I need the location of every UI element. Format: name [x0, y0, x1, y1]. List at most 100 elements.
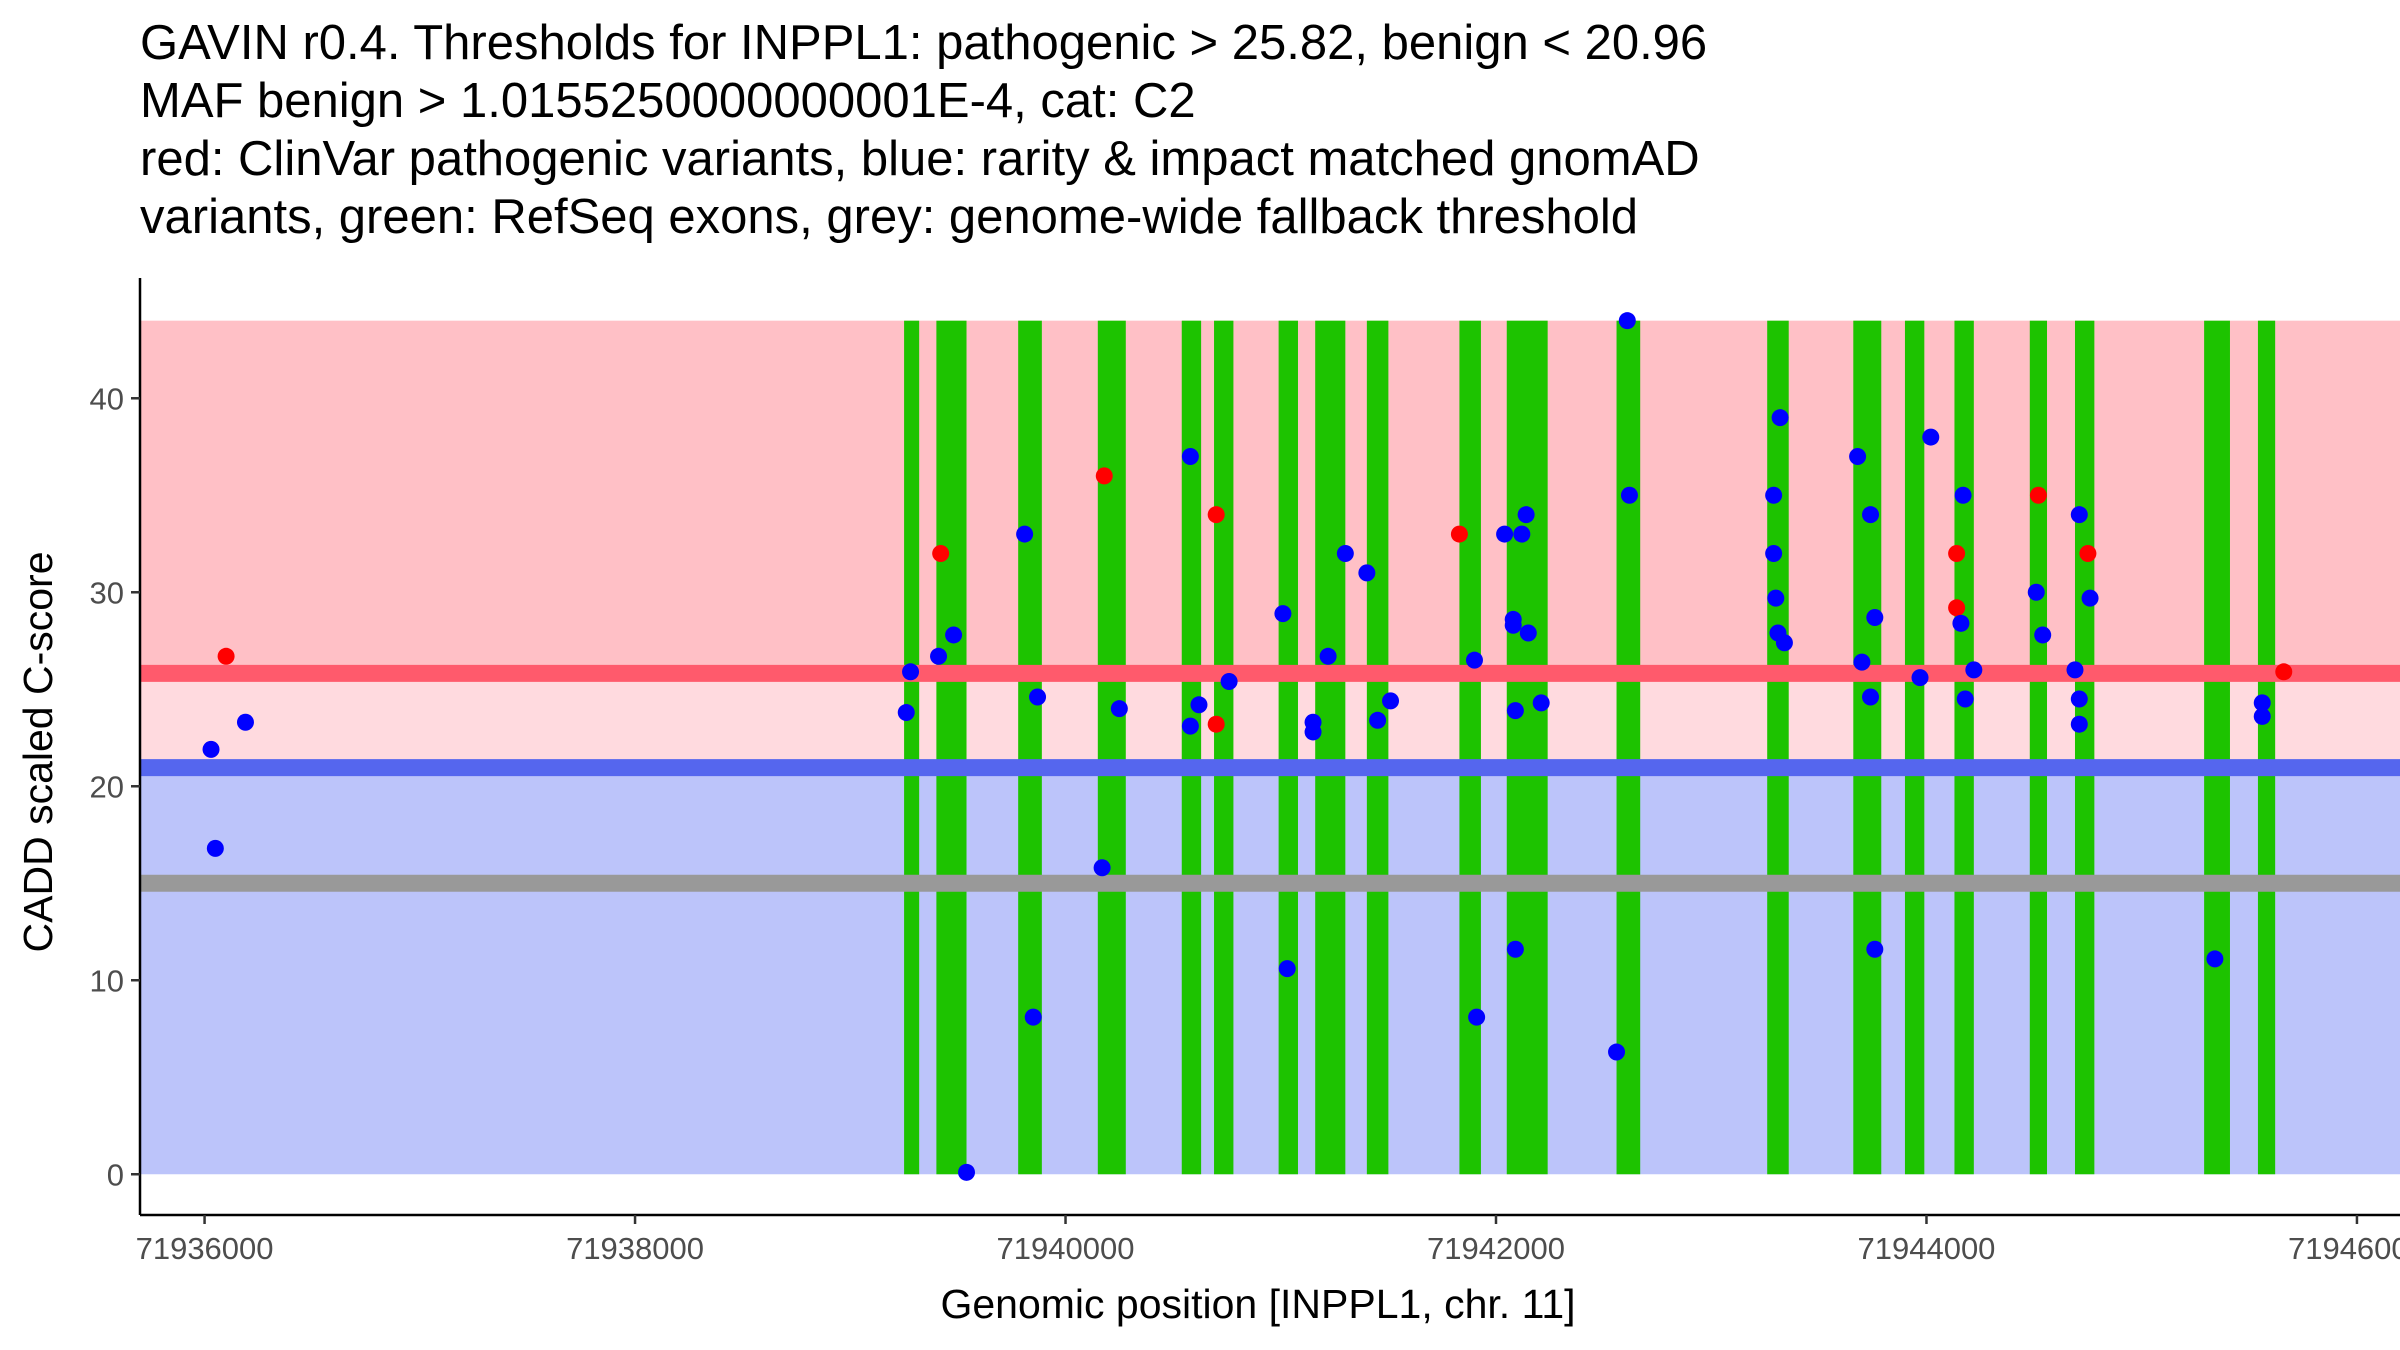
- clinvar-point: [1207, 506, 1225, 524]
- gnomad-point: [1274, 605, 1292, 623]
- gnomad-point: [1853, 653, 1871, 671]
- exon-bar: [1616, 320, 1641, 1175]
- gnomad-point: [958, 1163, 976, 1181]
- gnomad-point: [1862, 688, 1880, 706]
- gnomad-point: [1496, 525, 1514, 543]
- clinvar-point: [2079, 544, 2097, 562]
- y-axis-label: CADD scaled C-score: [15, 552, 61, 953]
- gnomad-point: [1336, 544, 1354, 562]
- x-axis-label: Genomic position [INPPL1, chr. 11]: [940, 1281, 1575, 1327]
- clinvar-point: [2029, 486, 2047, 504]
- gnomad-point: [2066, 661, 2084, 679]
- exon-bar: [1506, 320, 1548, 1175]
- gnomad-point: [1382, 692, 1400, 710]
- gnomad-point: [2070, 690, 2088, 708]
- x-tick-label: 71946000: [2288, 1231, 2400, 1266]
- gnomad-point: [1190, 696, 1208, 714]
- gnomad-point: [1468, 1008, 1486, 1026]
- variant-points: [202, 312, 2293, 1181]
- threshold-bands: [140, 320, 2400, 1175]
- exon-bars: [904, 320, 2276, 1175]
- x-axis-ticks: 71936000 71938000 71940000 71942000 71944000…: [136, 1215, 2400, 1266]
- x-tick-label: 71938000: [566, 1231, 704, 1266]
- chart-title-line: GAVIN r0.4. Thresholds for INPPL1: patho…: [140, 16, 1708, 70]
- gnomad-point: [1765, 544, 1783, 562]
- clinvar-point: [1948, 599, 1966, 617]
- exon-bar: [1954, 320, 1974, 1175]
- gnomad-point: [1767, 589, 1785, 607]
- y-tick-label: 40: [90, 381, 124, 416]
- gnomad-point: [1093, 859, 1111, 877]
- clinvar-point: [1450, 525, 1468, 543]
- exon-bar: [2074, 320, 2095, 1175]
- gnomad-point: [236, 713, 254, 731]
- y-tick-label: 20: [90, 769, 124, 804]
- exon-bar: [1904, 320, 1925, 1175]
- gnomad-point: [2253, 694, 2271, 712]
- y-tick-label: 10: [90, 963, 124, 998]
- exon-bar: [1018, 320, 1042, 1175]
- exon-bar: [1097, 320, 1126, 1175]
- gnomad-point: [1866, 940, 1884, 958]
- gnomad-point: [1608, 1043, 1626, 1061]
- x-tick-label: 71936000: [136, 1231, 274, 1266]
- gnomad-point: [1532, 694, 1550, 712]
- clinvar-point: [932, 544, 950, 562]
- benign-band: [140, 767, 2400, 1175]
- y-tick-label: 0: [107, 1157, 124, 1192]
- gnomad-point: [1849, 447, 1867, 465]
- x-tick-label: 71944000: [1858, 1231, 1996, 1266]
- exon-bar: [1767, 320, 1789, 1175]
- gnomad-point: [1765, 486, 1783, 504]
- gnomad-point: [1866, 608, 1884, 626]
- exon-bar: [2204, 320, 2230, 1175]
- exon-bar: [1459, 320, 1481, 1175]
- threshold-lines: [140, 664, 2400, 892]
- gnomad-point: [1181, 717, 1199, 735]
- gnomad-point: [1220, 673, 1238, 691]
- gnomad-point: [2206, 950, 2224, 968]
- exon-bar: [904, 320, 920, 1175]
- gnomad-point: [1519, 624, 1537, 642]
- gnomad-point: [1465, 651, 1483, 669]
- gnomad-point: [2027, 583, 2045, 601]
- gnomad-point: [206, 839, 224, 857]
- exon-bar: [2257, 320, 2276, 1175]
- gnomad-point: [1506, 940, 1524, 958]
- gnomad-point: [1513, 525, 1531, 543]
- exon-bar: [936, 320, 967, 1175]
- gnomad-point: [902, 663, 920, 681]
- axes: [138, 278, 2400, 1217]
- gnomad-point: [1278, 960, 1296, 978]
- gnomad-point: [1954, 486, 1972, 504]
- gnomad-point: [1956, 690, 1974, 708]
- gnomad-point: [2070, 506, 2088, 524]
- chart-title: GAVIN r0.4. Thresholds for INPPL1: patho…: [140, 14, 2380, 246]
- gnomad-point: [2070, 715, 2088, 733]
- gnomad-point: [202, 740, 220, 758]
- gnomad-point: [2081, 589, 2099, 607]
- gnomad-point: [1358, 564, 1376, 582]
- clinvar-point: [1207, 715, 1225, 733]
- gnomad-point: [1922, 428, 1940, 446]
- y-tick-label: 30: [90, 575, 124, 610]
- gnomad-point: [1504, 610, 1522, 628]
- chart-title-line: MAF benign > 1.0155250000000001E-4, cat:…: [140, 74, 1196, 128]
- gnomad-point: [1911, 669, 1929, 687]
- exon-bar: [1315, 320, 1346, 1175]
- clinvar-point: [1095, 467, 1113, 485]
- gnomad-point: [2253, 707, 2271, 725]
- gnomad-point: [1862, 506, 1880, 524]
- gnomad-point: [1024, 1008, 1042, 1026]
- gnomad-point: [1517, 506, 1535, 524]
- gnomad-point: [1965, 661, 1983, 679]
- gnomad-point: [930, 647, 948, 665]
- x-tick-label: 71940000: [997, 1231, 1135, 1266]
- gnomad-point: [1506, 702, 1524, 720]
- pathogenic-band: [140, 320, 2400, 674]
- gnomad-point: [1952, 614, 1970, 632]
- exon-bar: [1278, 320, 1298, 1175]
- y-axis-ticks: 0 10 20 30 40: [90, 381, 140, 1192]
- gnomad-point: [1369, 711, 1387, 729]
